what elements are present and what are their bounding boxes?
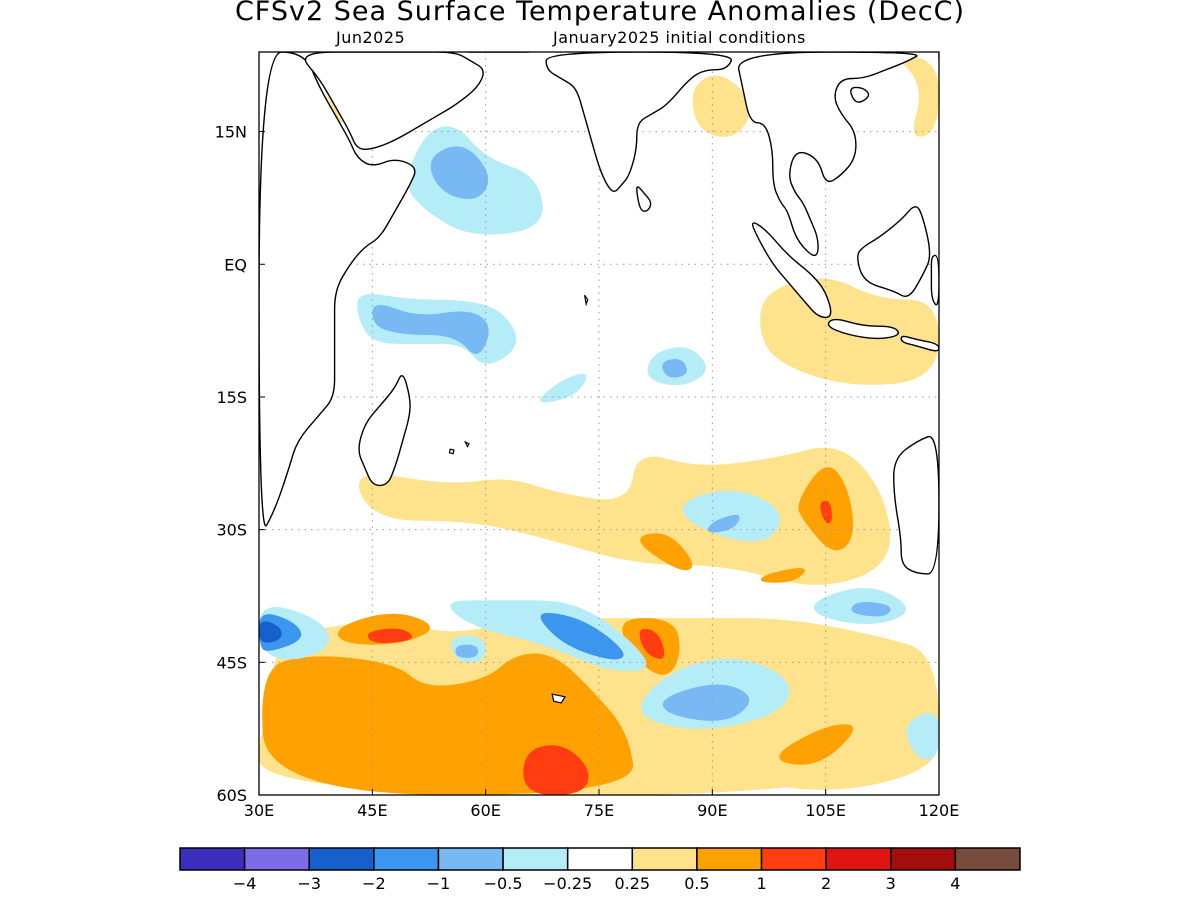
colorbar-label: −2 (362, 874, 386, 893)
colorbar-swatch-1 (243, 847, 310, 871)
land-borneo (857, 206, 931, 298)
land-taiwan (938, 52, 939, 66)
colorbar-label: −0.5 (484, 874, 523, 893)
y-tick-label: 15N (215, 123, 247, 142)
anomaly-region-33 (430, 146, 489, 200)
coastlines (259, 52, 939, 704)
colorbar-label: 2 (821, 874, 831, 893)
x-tick-label: 30E (244, 801, 274, 820)
island-0 (448, 448, 455, 455)
land-india (545, 52, 732, 192)
anomaly-region-11 (820, 500, 832, 524)
x-tick-label: 75E (584, 801, 614, 820)
anomaly-region-15 (707, 514, 740, 533)
land-sulawesi (930, 254, 939, 306)
colorbar-label: −4 (233, 874, 257, 893)
anomaly-region-17 (851, 602, 891, 617)
anomaly-region-24 (259, 621, 282, 643)
colorbar-swatch-9 (760, 847, 827, 871)
colorbar-label: 0.25 (614, 874, 650, 893)
colorbar-swatch-11 (890, 847, 957, 871)
colorbar-swatch-7 (631, 847, 698, 871)
land-hainan (850, 86, 870, 103)
colorbar-label: 3 (886, 874, 896, 893)
chart-title: CFSv2 Sea Surface Temperature Anomalies … (234, 0, 966, 27)
x-tick-label: 45E (357, 801, 387, 820)
anomaly-region-7 (736, 710, 939, 790)
colorbar-swatch-0 (179, 847, 246, 871)
y-tick-label: EQ (224, 255, 247, 274)
island-3 (584, 294, 589, 307)
forecast-month: Jun2025 (336, 28, 406, 47)
anomaly-region-4 (367, 628, 413, 643)
anomaly-region-19 (540, 612, 624, 660)
anomaly-region-38 (540, 373, 587, 403)
land-iran (462, 52, 534, 53)
anomaly-region-26 (662, 684, 750, 721)
y-tick-label: 60S (216, 786, 247, 805)
colorbar-swatch-4 (437, 847, 504, 871)
colorbar-swatch-12 (954, 847, 1021, 871)
anomaly-region-21 (455, 644, 479, 658)
initial-conditions: January2025 initial conditions (553, 28, 806, 47)
anomaly-region-35 (372, 304, 489, 355)
colorbar-swatch-8 (696, 847, 763, 871)
colorbar-swatch-10 (825, 847, 892, 871)
x-tick-label: 120E (919, 801, 960, 820)
land-indochina (738, 52, 918, 257)
colorbar-label: 4 (950, 874, 960, 893)
y-tick-label: 30S (216, 521, 247, 540)
plot-area (259, 52, 939, 795)
x-tick-label: 90E (697, 801, 727, 820)
anomaly-region-6 (639, 628, 665, 659)
colorbar-swatch-2 (308, 847, 375, 871)
land-arabia (304, 52, 484, 150)
colorbar: −4 −3 −2 −1 −0.5 −0.25 0.25 0.5 1 2 3 4 (179, 847, 1021, 893)
anomaly-region-12 (640, 533, 693, 571)
anomaly-region-30 (868, 55, 939, 137)
anomaly-region-13 (760, 567, 805, 583)
colorbar-label: 0.5 (684, 874, 709, 893)
colorbar-label: −1 (427, 874, 451, 893)
colorbar-swatch-3 (373, 847, 440, 871)
anomaly-region-9 (358, 447, 891, 585)
island-1 (464, 440, 470, 448)
anomaly-region-37 (662, 358, 687, 378)
anomaly-region-2 (523, 745, 589, 795)
colorbar-swatch-6 (566, 847, 634, 871)
land-australia (893, 436, 939, 575)
colorbar-swatch-5 (502, 847, 569, 871)
x-tick-label: 60E (470, 801, 500, 820)
colorbar-label: −3 (297, 874, 321, 893)
axis-labels: 30E 45E 60E 75E 90E 105E 120E 15N EQ 15S 30S 45S 60S (215, 123, 960, 820)
land-java (827, 318, 900, 340)
anomaly-region-27 (906, 713, 939, 760)
anomaly-region-8 (779, 724, 854, 765)
anomaly-region-29 (692, 75, 751, 137)
y-tick-label: 15S (216, 388, 247, 407)
land-sumatra (751, 222, 832, 319)
land-africa (259, 52, 416, 527)
y-tick-label: 45S (216, 653, 247, 672)
colorbar-label: −0.25 (543, 874, 592, 893)
land-madagascar (358, 375, 411, 487)
land-lesser_sundas (900, 335, 939, 352)
land-srilanka (636, 186, 652, 212)
colorbar-label: 1 (756, 874, 766, 893)
x-tick-label: 105E (805, 801, 846, 820)
island-2 (551, 693, 566, 704)
